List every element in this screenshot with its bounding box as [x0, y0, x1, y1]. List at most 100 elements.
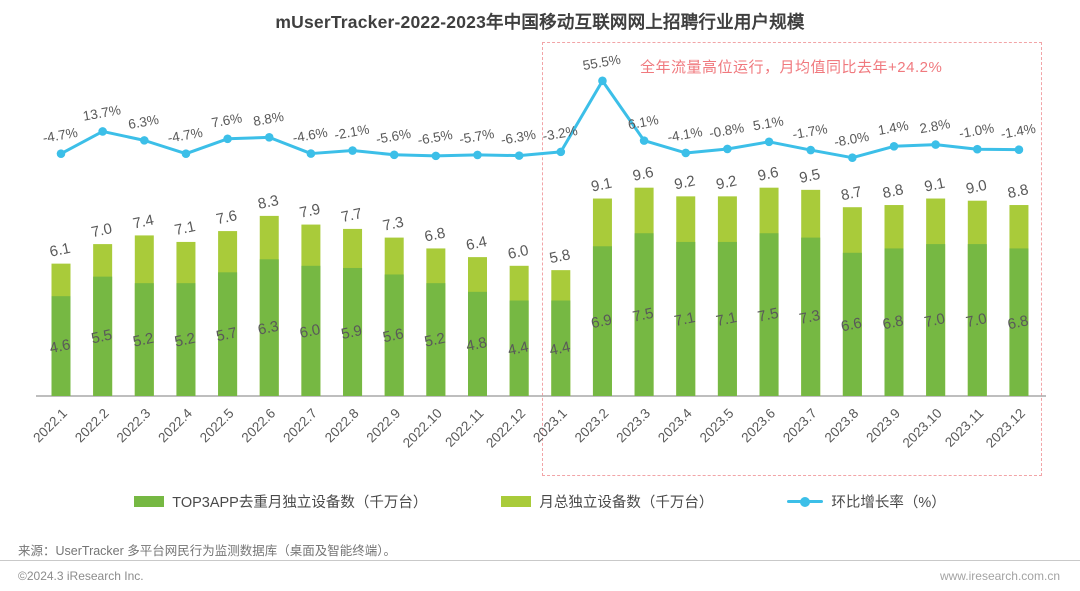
bar-top3-segment — [134, 283, 154, 396]
bar-top3-label: 7.5 — [756, 305, 780, 326]
bar-top3-label: 5.9 — [340, 322, 364, 343]
growth-label: 6.1% — [627, 112, 660, 132]
growth-label: -4.1% — [666, 124, 703, 145]
bar-top3-segment — [301, 265, 321, 396]
growth-point — [848, 153, 857, 162]
bar-top3-label: 6.6 — [839, 315, 863, 336]
bar-total-label: 9.0 — [964, 177, 988, 198]
x-tick-label: 2023.11 — [942, 406, 986, 450]
growth-label: -2.1% — [333, 122, 370, 143]
bar-total-label: 8.3 — [256, 192, 280, 213]
growth-point — [514, 151, 524, 160]
bar-top3-segment — [592, 246, 612, 396]
legend-item-growth: 环比增长率（%） — [787, 491, 946, 512]
growth-point — [764, 137, 774, 147]
growth-label: 13.7% — [82, 102, 122, 123]
bar-total-label: 6.1 — [48, 240, 72, 261]
bar-top3-segment — [176, 283, 196, 396]
bar-total-label: 8.8 — [1006, 181, 1030, 202]
growth-label: 1.4% — [877, 118, 910, 138]
growth-label: -1.0% — [958, 120, 995, 141]
highlight-annotation: 全年流量高位运行，月均值同比去年+24.2% — [640, 59, 943, 76]
bar-top3-segment — [926, 244, 946, 396]
bar-top3-segment — [51, 296, 71, 396]
bar-total-label: 7.6 — [215, 207, 239, 228]
x-tick-label: 2022.2 — [72, 406, 112, 446]
bar-top3-label: 6.0 — [298, 321, 322, 342]
x-tick-label: 2022.8 — [322, 406, 362, 446]
bar-top3-segment — [1009, 248, 1029, 396]
growth-point — [389, 150, 399, 160]
x-tick-label: 2022.4 — [155, 405, 195, 445]
x-tick-label: 2022.6 — [239, 406, 279, 446]
bar-top3-label: 6.8 — [881, 312, 905, 333]
legend: TOP3APP去重月独立设备数（千万台） 月总独立设备数（千万台） 环比增长率（… — [0, 491, 1080, 512]
legend-label-top3: TOP3APP去重月独立设备数（千万台） — [172, 495, 428, 511]
legend-item-total: 月总独立设备数（千万台） — [501, 491, 713, 512]
bar-top3-label: 4.4 — [506, 338, 530, 359]
legend-line-swatch — [787, 496, 824, 507]
legend-swatch-total — [501, 496, 532, 507]
bar-top3-segment — [509, 300, 529, 396]
growth-label: 7.6% — [210, 110, 243, 130]
bar-top3-label: 7.1 — [673, 309, 697, 330]
bar-top3-label: 6.3 — [256, 318, 280, 339]
bar-top3-segment — [259, 259, 279, 396]
growth-label: -5.7% — [458, 126, 495, 147]
growth-label: 5.1% — [752, 113, 785, 133]
bar-top3-label: 7.0 — [923, 310, 947, 331]
growth-label: -5.6% — [375, 126, 412, 147]
bar-total-label: 6.8 — [423, 225, 447, 246]
bar-total-label: 6.4 — [465, 233, 489, 254]
growth-label: -8.0% — [833, 129, 870, 150]
growth-label: -6.3% — [500, 127, 537, 148]
website-link[interactable]: www.iresearch.com.cn — [939, 569, 1060, 583]
bar-top3-label: 5.2 — [173, 330, 197, 351]
footer-divider — [0, 560, 1080, 561]
x-tick-label: 2022.12 — [483, 406, 528, 451]
growth-point — [181, 149, 191, 158]
legend-label-growth: 环比增长率（%） — [831, 495, 946, 511]
bar-total-label: 9.2 — [714, 172, 738, 193]
x-tick-label: 2023.2 — [572, 406, 612, 446]
growth-point — [973, 144, 982, 154]
x-tick-label: 2023.3 — [613, 406, 653, 446]
growth-point — [1014, 145, 1024, 154]
x-tick-label: 2023.9 — [863, 406, 903, 446]
highlight-region-box — [542, 42, 1042, 476]
bar-total-label: 8.8 — [881, 181, 905, 202]
bar-top3-segment — [634, 233, 654, 396]
bar-top3-segment — [842, 252, 862, 396]
bar-total-label: 9.6 — [631, 164, 655, 185]
legend-swatch-top3 — [134, 496, 165, 507]
bar-total-label: 9.2 — [673, 172, 697, 193]
bar-total-label: 7.1 — [173, 218, 197, 239]
bar-top3-segment — [551, 300, 571, 396]
bar-top3-label: 5.2 — [131, 330, 155, 351]
bar-total-label: 7.9 — [298, 201, 322, 222]
bar-top3-label: 7.1 — [714, 309, 738, 330]
bar-top3-segment — [218, 272, 238, 396]
x-tick-label: 2022.7 — [280, 406, 320, 446]
bar-top3-segment — [676, 241, 696, 396]
bar-total-label: 8.7 — [839, 183, 863, 204]
growth-point — [223, 134, 232, 144]
growth-label: -1.4% — [999, 121, 1036, 142]
growth-point — [598, 76, 607, 86]
bar-top3-segment — [884, 248, 904, 396]
x-tick-label: 2022.3 — [114, 406, 154, 446]
x-tick-label: 2023.1 — [530, 406, 570, 446]
bar-top3-label: 4.8 — [465, 334, 489, 355]
legend-label-total: 月总独立设备数（千万台） — [539, 495, 714, 511]
x-tick-label: 2023.4 — [655, 405, 695, 445]
bar-top3-segment — [801, 237, 821, 396]
bar-top3-label: 7.0 — [964, 310, 988, 331]
growth-point — [556, 147, 566, 157]
growth-point — [931, 140, 940, 149]
growth-point — [889, 142, 899, 151]
bar-top3-label: 4.4 — [548, 338, 572, 359]
x-tick-label: 2023.7 — [780, 406, 820, 446]
x-tick-label: 2022.11 — [442, 406, 486, 450]
growth-point — [639, 136, 649, 145]
bar-top3-segment — [384, 274, 404, 396]
